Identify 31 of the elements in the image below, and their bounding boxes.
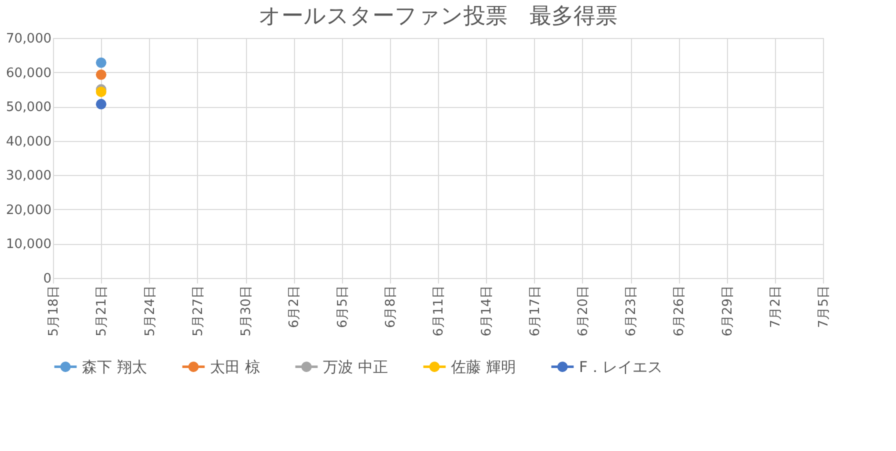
- y-tick-label: 70,000: [6, 32, 52, 46]
- x-tick-label: 7月5日: [816, 286, 832, 328]
- x-tick-label: 5月27日: [190, 286, 206, 336]
- x-tick-label: 6月17日: [528, 286, 543, 336]
- x-tick-label: 5月30日: [239, 286, 254, 336]
- x-tick-label: 6月29日: [720, 286, 736, 336]
- x-tick-label: 6月5日: [335, 286, 350, 328]
- x-tick-label: 5月21日: [94, 286, 110, 336]
- legend-label: 太田 椋: [210, 358, 260, 376]
- chart-title: オールスターファン投票 最多得票: [258, 4, 618, 29]
- x-tick-label: 6月14日: [480, 286, 495, 336]
- x-tick-label: 7月2日: [768, 286, 784, 328]
- legend-label: 万波 中正: [323, 358, 388, 376]
- y-tick-label: 0: [43, 272, 52, 286]
- legend-label: 森下 翔太: [82, 358, 147, 376]
- legend-label: F．レイエス: [579, 358, 663, 376]
- x-tick-label: 5月18日: [46, 286, 62, 336]
- y-tick-label: 20,000: [6, 202, 52, 218]
- x-tick-label: 6月8日: [383, 286, 398, 328]
- y-tick-label: 10,000: [6, 237, 52, 252]
- y-tick-label: 40,000: [6, 134, 52, 150]
- x-tick-label: 6月20日: [576, 286, 591, 336]
- y-tick-label: 60,000: [6, 66, 52, 81]
- x-tick-label: 6月23日: [624, 286, 639, 336]
- x-tick-label: 6月26日: [672, 286, 688, 336]
- x-tick-label: 6月2日: [287, 286, 302, 328]
- legend-label: 佐藤 輝明: [451, 358, 516, 376]
- y-tick-label: 30,000: [6, 168, 52, 184]
- y-tick-label: 50,000: [6, 100, 52, 116]
- x-tick-label: 6月11日: [432, 286, 446, 336]
- x-tick-label: 5月24日: [142, 286, 158, 336]
